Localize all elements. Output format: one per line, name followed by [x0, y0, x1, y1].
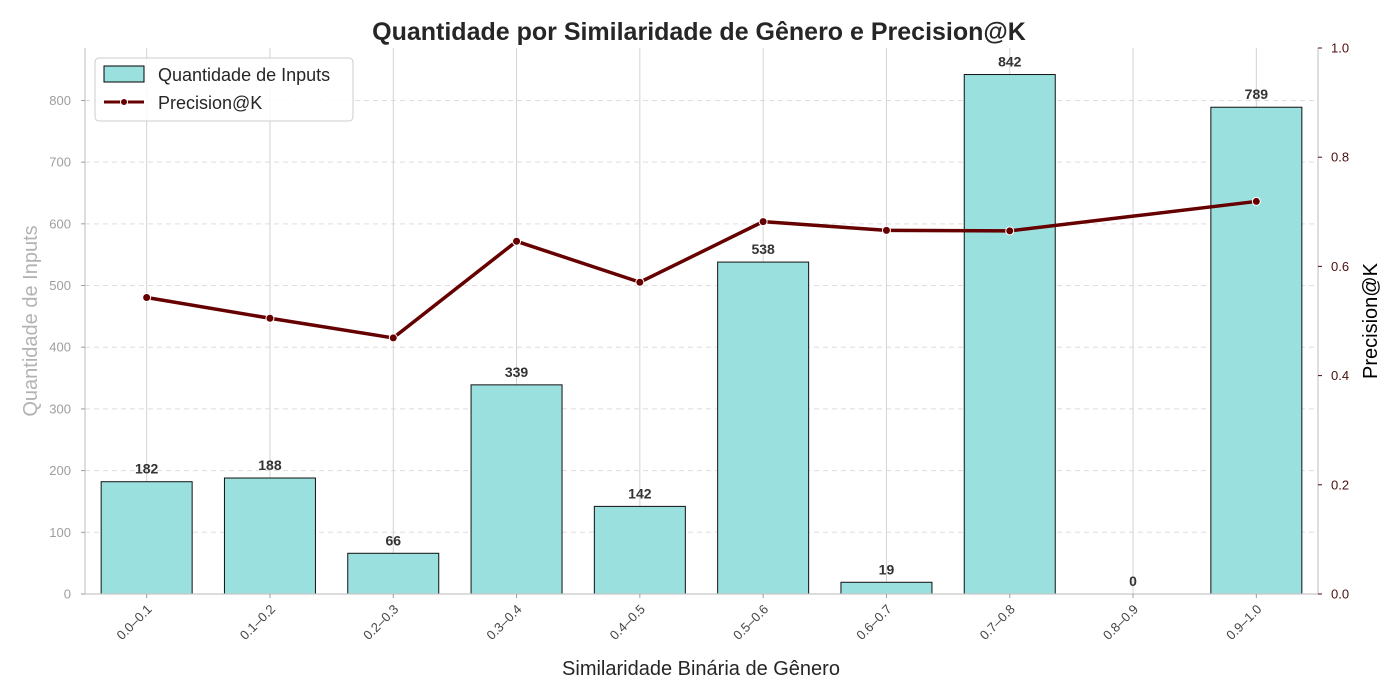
- legend-line-label: Precision@K: [158, 93, 262, 113]
- legend-bar-swatch: [103, 65, 145, 83]
- x-tick-label: 0.2–0.3: [360, 602, 401, 643]
- precision-point: [512, 236, 522, 246]
- bar-labels: 182 188 66 339 142 538 19 842 0 789: [135, 54, 1268, 589]
- y-tick-label-left: 700: [49, 155, 71, 170]
- y-tick-label-left: 100: [49, 525, 71, 540]
- y-tick-label-left: 600: [49, 216, 71, 231]
- bar-value-label: 339: [505, 364, 529, 380]
- y-tick-label-right: 0.0: [1331, 587, 1349, 602]
- x-tick-label: 0.1–0.2: [237, 602, 278, 643]
- precision-point: [635, 277, 645, 287]
- precision-point: [1251, 196, 1261, 206]
- y-tick-label-right: 0.2: [1331, 477, 1349, 492]
- bar: [840, 581, 933, 595]
- x-tick-label: 0.9–1.0: [1223, 602, 1264, 643]
- chart-title: Quantidade por Similaridade de Gênero e …: [372, 18, 1026, 46]
- y-axis-label-right: Precision@K: [1360, 262, 1382, 379]
- x-tick-label: 0.5–0.6: [730, 602, 771, 643]
- x-tick-label: 0.4–0.5: [607, 602, 648, 643]
- y-tick-label-right: 0.4: [1331, 368, 1349, 383]
- bar-value-label: 188: [258, 457, 282, 473]
- y-tick-label-left: 800: [49, 93, 71, 108]
- precision-point: [142, 293, 152, 303]
- y-axis-label-left: Quantidade de Inputs: [20, 225, 42, 416]
- precision-point: [388, 333, 398, 343]
- y-tick-label-right: 0.8: [1331, 150, 1349, 165]
- y-tick-label-left: 500: [49, 278, 71, 293]
- x-tick-label: 0.8–0.9: [1100, 602, 1141, 643]
- legend-box: [94, 57, 354, 122]
- bar-value-label: 182: [135, 461, 159, 477]
- y-tick-label-left: 200: [49, 463, 71, 478]
- precision-line: [142, 196, 1261, 343]
- precision-point: [265, 313, 275, 323]
- bar-value-label: 538: [751, 241, 775, 257]
- y-tick-label-left: 400: [49, 340, 71, 355]
- bar: [470, 384, 563, 595]
- bar: [223, 477, 316, 595]
- bar: [963, 74, 1056, 595]
- bar-value-label: 19: [879, 561, 895, 577]
- y-tick-label-left: 0: [64, 587, 71, 602]
- x-axis-label: Similaridade Binária de Gênero: [562, 658, 840, 680]
- bar: [100, 481, 193, 595]
- precision-point: [1005, 226, 1015, 236]
- bar-value-label: 842: [998, 54, 1022, 70]
- bars: [100, 74, 1303, 595]
- x-tick-label: 0.0–0.1: [113, 602, 154, 643]
- bar: [717, 261, 810, 595]
- bar: [593, 505, 686, 595]
- axes: [84, 48, 1319, 595]
- bar-value-label: 142: [628, 485, 652, 501]
- legend-bar-label: Quantidade de Inputs: [158, 65, 330, 85]
- bar-value-label: 789: [1245, 86, 1269, 102]
- y-tick-label-right: 1.0: [1331, 41, 1349, 56]
- y-tick-label-right: 0.6: [1331, 259, 1349, 274]
- precision-point: [758, 217, 768, 227]
- bar: [1210, 106, 1303, 595]
- precision-point: [881, 225, 891, 235]
- y-tick-label-left: 300: [49, 401, 71, 416]
- x-tick-label: 0.6–0.7: [853, 602, 894, 643]
- bar: [347, 552, 440, 595]
- bar-value-label: 66: [385, 532, 401, 548]
- bar-value-label: 0: [1129, 573, 1137, 589]
- x-tick-label: 0.7–0.8: [977, 602, 1018, 643]
- x-tick-label: 0.3–0.4: [483, 602, 524, 643]
- legend: Quantidade de Inputs Precision@K: [94, 57, 354, 122]
- precision-line-path: [146, 199, 1257, 340]
- legend-line-marker: [120, 98, 128, 106]
